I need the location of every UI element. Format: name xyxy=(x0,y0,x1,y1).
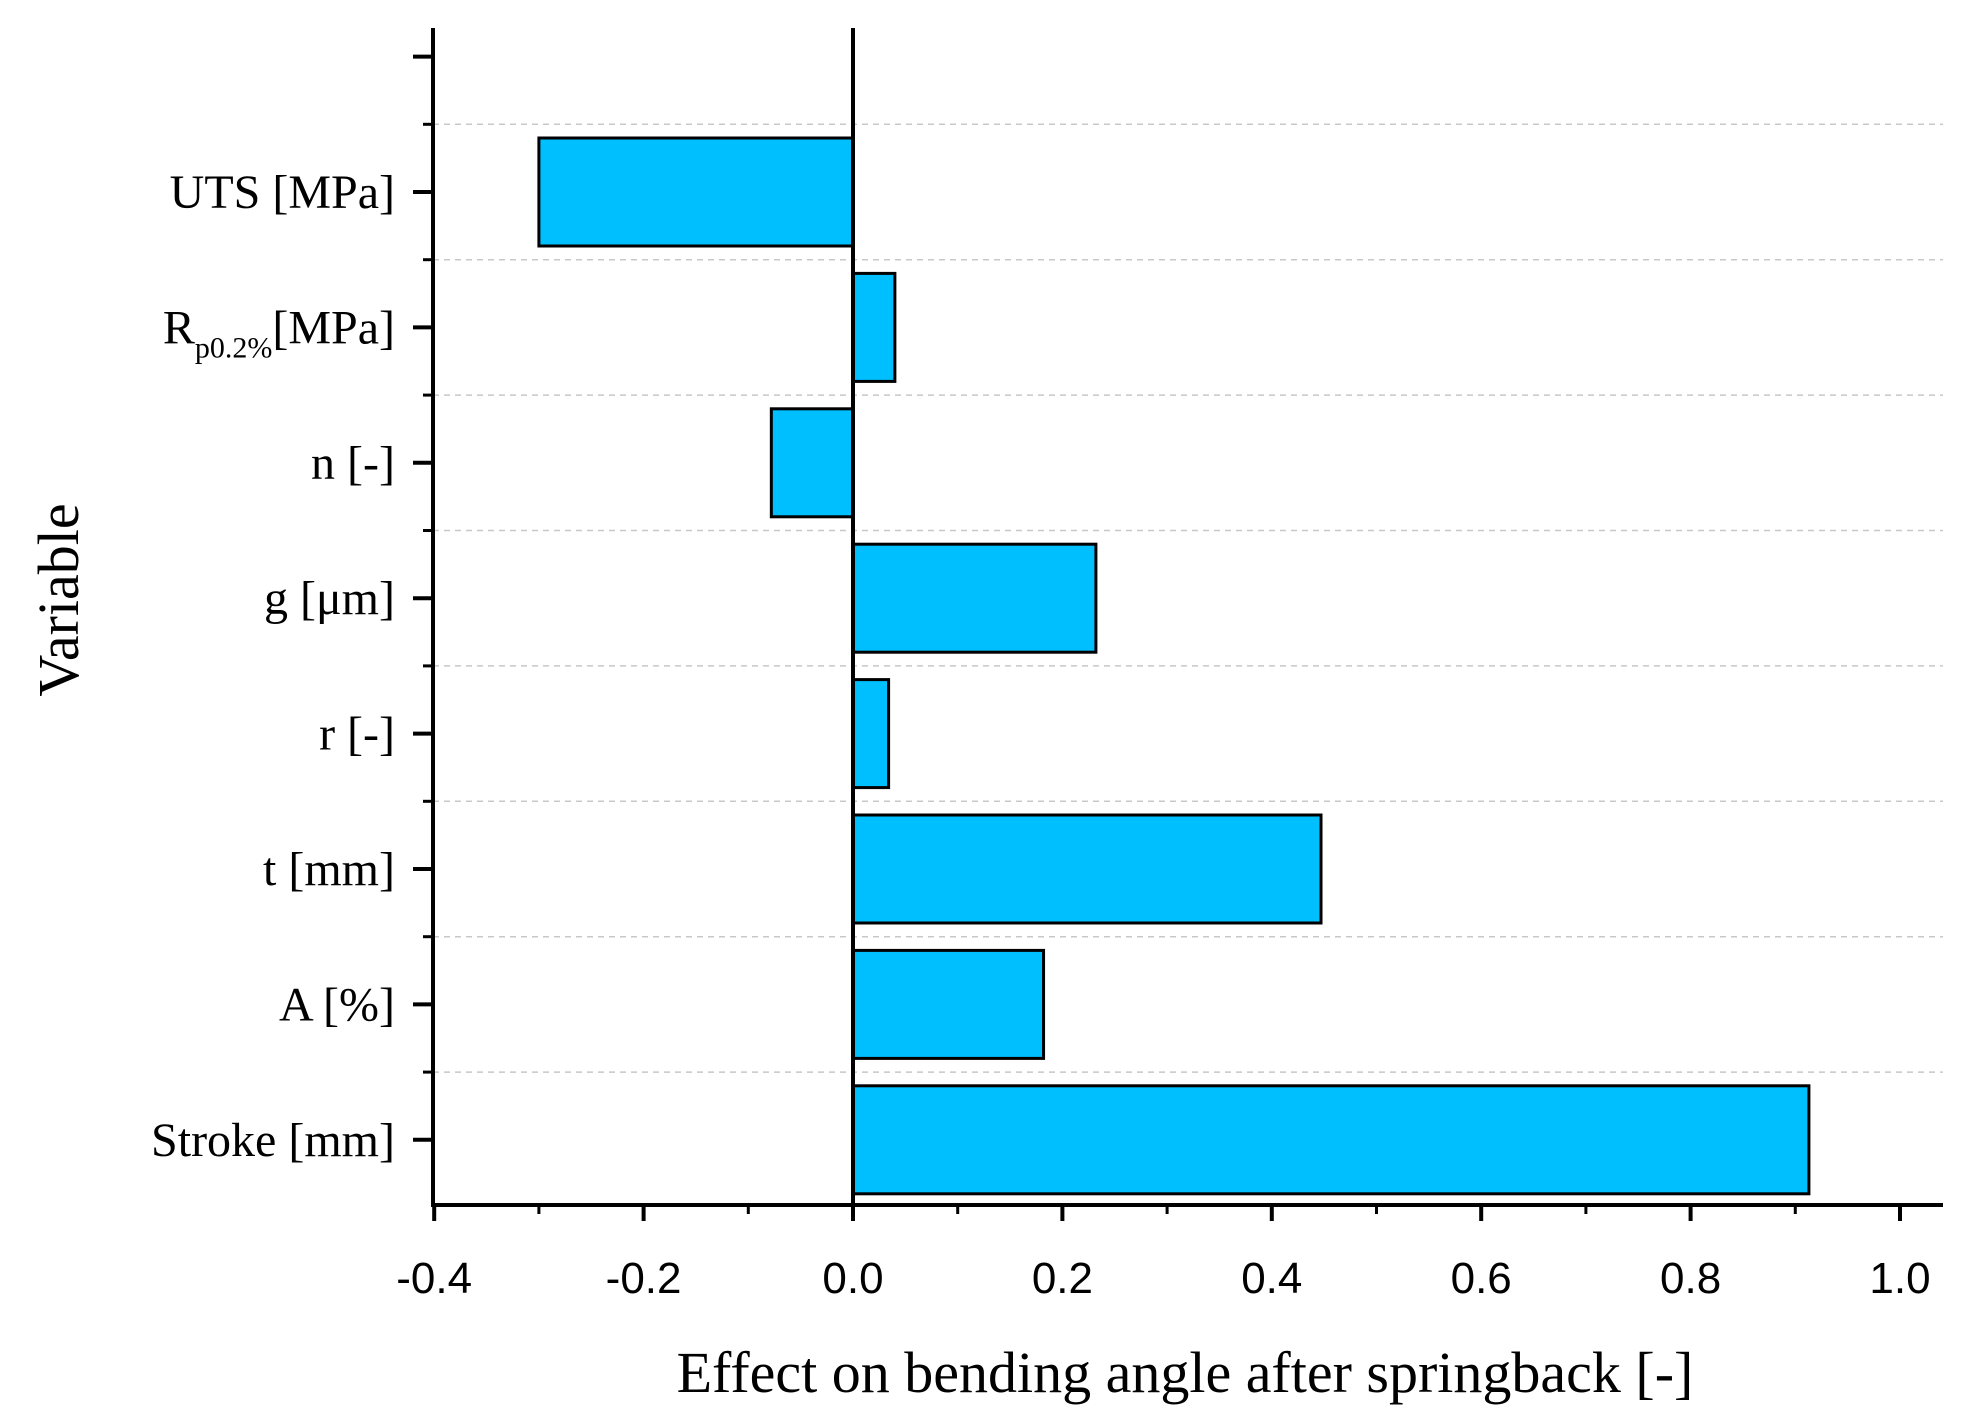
label-layer: -0.4 -0.2 0.0 0.2 0.4 0.6 0.8 1.0 UTS [MPa] Rp0.2… xyxy=(151,166,1931,1303)
y-category-label-main: R xyxy=(163,301,195,354)
x-tick-label: 0.0 xyxy=(822,1254,883,1303)
bar-t-mm xyxy=(851,813,1323,925)
x-axis-title: Effect on bending angle after springback… xyxy=(677,1340,1694,1405)
grid-layer xyxy=(433,123,1943,1073)
y-category-label: UTS [MPa] xyxy=(170,166,395,219)
bar-r xyxy=(851,678,891,790)
y-category-label: A [%] xyxy=(279,978,395,1031)
y-axis-title: Variable xyxy=(26,503,91,696)
y-category-label: n [-] xyxy=(311,437,395,490)
axis-layer xyxy=(413,28,1943,1221)
bar-uts-mpa xyxy=(537,136,855,248)
y-category-label-main: t [mm] xyxy=(263,843,395,896)
y-category-label: t [mm] xyxy=(263,843,395,896)
x-tick-label: 0.2 xyxy=(1032,1254,1093,1303)
bar-rp0-2-mpa xyxy=(851,271,897,383)
bar-layer xyxy=(537,136,1811,1196)
y-category-label: Stroke [mm] xyxy=(151,1114,395,1167)
y-category-label: g [μm] xyxy=(264,572,395,625)
x-tick-label: -0.4 xyxy=(396,1254,472,1303)
x-tick-label: 0.4 xyxy=(1241,1254,1302,1303)
x-tick-label: -0.2 xyxy=(606,1254,682,1303)
y-category-label-main: A [%] xyxy=(279,978,395,1031)
y-category-label-main: UTS [MPa] xyxy=(170,166,395,219)
bar-stroke-mm xyxy=(851,1084,1811,1196)
y-category-label-unit: [MPa] xyxy=(272,301,395,354)
x-tick-label: 0.6 xyxy=(1451,1254,1512,1303)
y-category-label-main: n [-] xyxy=(311,437,395,490)
bar-a xyxy=(851,948,1046,1060)
bar-n xyxy=(769,407,855,519)
x-tick-label: 0.8 xyxy=(1660,1254,1721,1303)
y-category-label-main: Stroke [mm] xyxy=(151,1114,395,1167)
x-tick-label: 1.0 xyxy=(1869,1254,1930,1303)
y-category-label: Rp0.2%[MPa] xyxy=(163,301,395,364)
y-category-label-main: g [μm] xyxy=(264,572,395,625)
y-category-label: r [-] xyxy=(319,708,395,761)
bar-g-m xyxy=(851,542,1098,654)
y-category-label-main: r [-] xyxy=(319,708,395,761)
y-category-label-subscript: p0.2% xyxy=(195,331,273,364)
